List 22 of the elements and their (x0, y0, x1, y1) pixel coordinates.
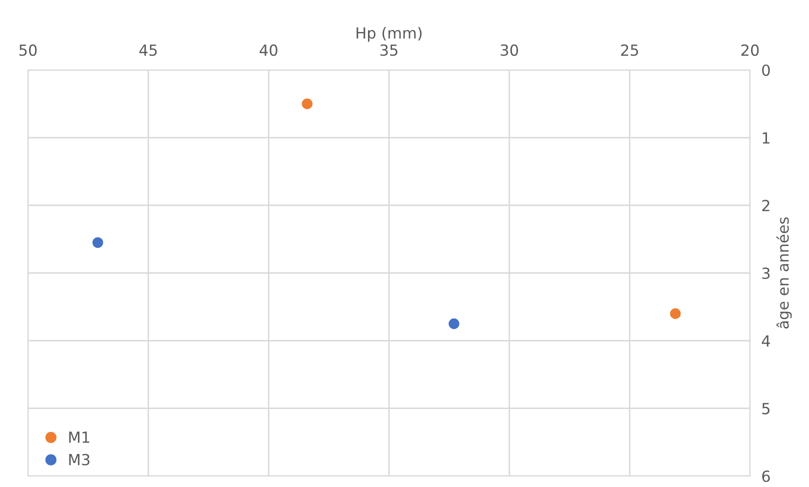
y-tick-label: 1 (762, 132, 770, 144)
x-tick-label: 40 (260, 44, 278, 56)
x-tick-label: 35 (380, 44, 398, 56)
y-tick-label: 0 (762, 64, 770, 76)
y-tick-label: 6 (762, 470, 770, 482)
y-axis-title: âge en années (776, 217, 792, 328)
x-tick-label: 20 (741, 44, 759, 56)
x-tick-label: 25 (621, 44, 638, 56)
y-tick-label: 5 (762, 403, 770, 414)
x-tick-label: 50 (19, 44, 37, 56)
legend-label: M1 (69, 432, 90, 443)
x-tick-label: 30 (500, 44, 518, 56)
y-tick-label: 4 (762, 335, 770, 346)
x-axis-title: Hp (mm) (356, 26, 422, 42)
x-tick-label: 45 (139, 44, 157, 56)
legend-label: M3 (69, 454, 90, 466)
point (302, 98, 313, 110)
point (92, 237, 104, 248)
y-tick-label: 2 (762, 200, 770, 212)
point (448, 318, 460, 330)
point (670, 308, 681, 319)
y-tick-label: 3 (762, 267, 770, 280)
